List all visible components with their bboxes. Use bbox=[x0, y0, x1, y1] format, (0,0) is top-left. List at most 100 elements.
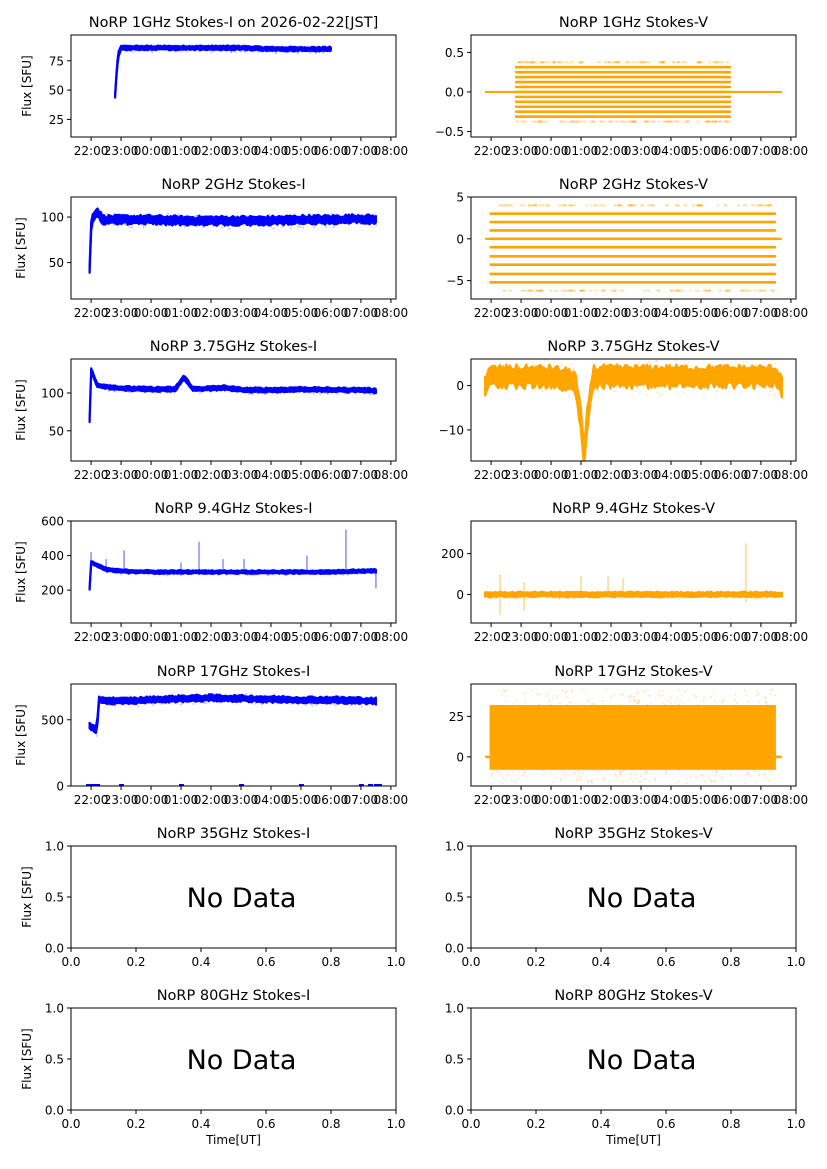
x-tick-label: 0.6 bbox=[656, 955, 675, 969]
data-point bbox=[154, 47, 156, 49]
data-point bbox=[96, 566, 98, 568]
data-point bbox=[375, 701, 377, 703]
x-tick-label: 0.8 bbox=[321, 1117, 340, 1131]
x-tick-label: 05:00 bbox=[284, 144, 319, 158]
data-point bbox=[569, 774, 572, 777]
data-point bbox=[495, 597, 498, 599]
data-point bbox=[734, 595, 737, 597]
data-point bbox=[678, 780, 680, 783]
data-point bbox=[165, 223, 167, 226]
data-point bbox=[640, 781, 643, 783]
data-point bbox=[297, 390, 299, 392]
data-point bbox=[346, 392, 349, 395]
data-point bbox=[687, 781, 689, 784]
data-point bbox=[616, 204, 622, 207]
data-point bbox=[638, 392, 641, 395]
data-point bbox=[680, 366, 683, 368]
data-point bbox=[573, 368, 576, 370]
data-point bbox=[702, 700, 705, 702]
data-point bbox=[654, 385, 656, 388]
data-point bbox=[311, 704, 313, 707]
data-point bbox=[579, 289, 582, 292]
data-point bbox=[218, 693, 221, 695]
plot-area-2ghz-v bbox=[485, 204, 782, 292]
data-point bbox=[640, 371, 642, 373]
data-point bbox=[291, 390, 294, 393]
data-point bbox=[704, 120, 709, 123]
x-tick-label: 23:00 bbox=[504, 630, 539, 644]
data-point bbox=[658, 379, 661, 382]
data-point bbox=[667, 593, 670, 595]
x-tick-label: 01:00 bbox=[164, 468, 199, 482]
data-point bbox=[567, 289, 571, 292]
data-point bbox=[673, 289, 679, 292]
data-point bbox=[541, 389, 544, 392]
data-point bbox=[316, 571, 319, 573]
data-point bbox=[374, 573, 377, 575]
data-point bbox=[713, 61, 717, 64]
data-point bbox=[738, 591, 740, 593]
data-point bbox=[662, 61, 665, 64]
data-point bbox=[556, 697, 558, 699]
data-point bbox=[758, 772, 761, 775]
data-point bbox=[236, 45, 239, 47]
data-point bbox=[765, 701, 767, 704]
data-point bbox=[769, 390, 771, 393]
data-point bbox=[153, 388, 155, 391]
x-tick-label: 0.2 bbox=[126, 955, 145, 969]
data-point bbox=[302, 218, 304, 220]
data-point bbox=[222, 384, 224, 386]
data-point bbox=[574, 772, 577, 774]
data-point bbox=[227, 224, 230, 226]
data-point bbox=[594, 289, 597, 292]
x-tick-label: 04:00 bbox=[654, 468, 689, 482]
data-point bbox=[501, 694, 503, 696]
data-point bbox=[499, 773, 501, 775]
data-point bbox=[306, 390, 309, 392]
data-point bbox=[702, 394, 705, 396]
data-point bbox=[638, 700, 640, 703]
data-point bbox=[287, 572, 290, 574]
data-point bbox=[677, 377, 679, 379]
data-point bbox=[530, 61, 533, 64]
data-point bbox=[769, 693, 772, 695]
x-tick-label: 02:00 bbox=[194, 793, 229, 807]
data-point bbox=[214, 695, 216, 697]
data-point bbox=[754, 591, 757, 594]
data-point bbox=[165, 696, 168, 699]
data-point bbox=[552, 61, 556, 64]
data-point bbox=[363, 392, 366, 395]
data-point bbox=[94, 217, 96, 220]
data-point bbox=[161, 48, 164, 50]
data-point bbox=[578, 120, 583, 123]
data-point bbox=[265, 45, 268, 48]
data-point bbox=[535, 289, 540, 292]
x-tick-label: 06:00 bbox=[314, 793, 349, 807]
data-point bbox=[203, 573, 205, 576]
data-point bbox=[745, 289, 748, 292]
data-point bbox=[358, 389, 361, 392]
data-point bbox=[503, 204, 509, 207]
data-point bbox=[590, 703, 593, 705]
data-point bbox=[515, 699, 518, 702]
data-point bbox=[629, 595, 631, 597]
data-point bbox=[243, 48, 246, 51]
data-point bbox=[687, 699, 690, 701]
x-tick-label: 02:00 bbox=[594, 630, 629, 644]
data-point bbox=[152, 388, 155, 391]
y-tick-label: −0.5 bbox=[435, 125, 464, 139]
data-point bbox=[203, 702, 205, 705]
data-point bbox=[603, 61, 607, 64]
data-point bbox=[560, 690, 563, 693]
data-point bbox=[162, 569, 164, 572]
data-point bbox=[601, 374, 604, 376]
data-point bbox=[489, 393, 491, 396]
data-point bbox=[227, 219, 230, 221]
data-point bbox=[585, 692, 587, 694]
data-point bbox=[586, 593, 588, 595]
data-point bbox=[492, 597, 494, 599]
data-point bbox=[771, 688, 774, 691]
data-point bbox=[654, 779, 657, 781]
data-point bbox=[537, 120, 541, 123]
